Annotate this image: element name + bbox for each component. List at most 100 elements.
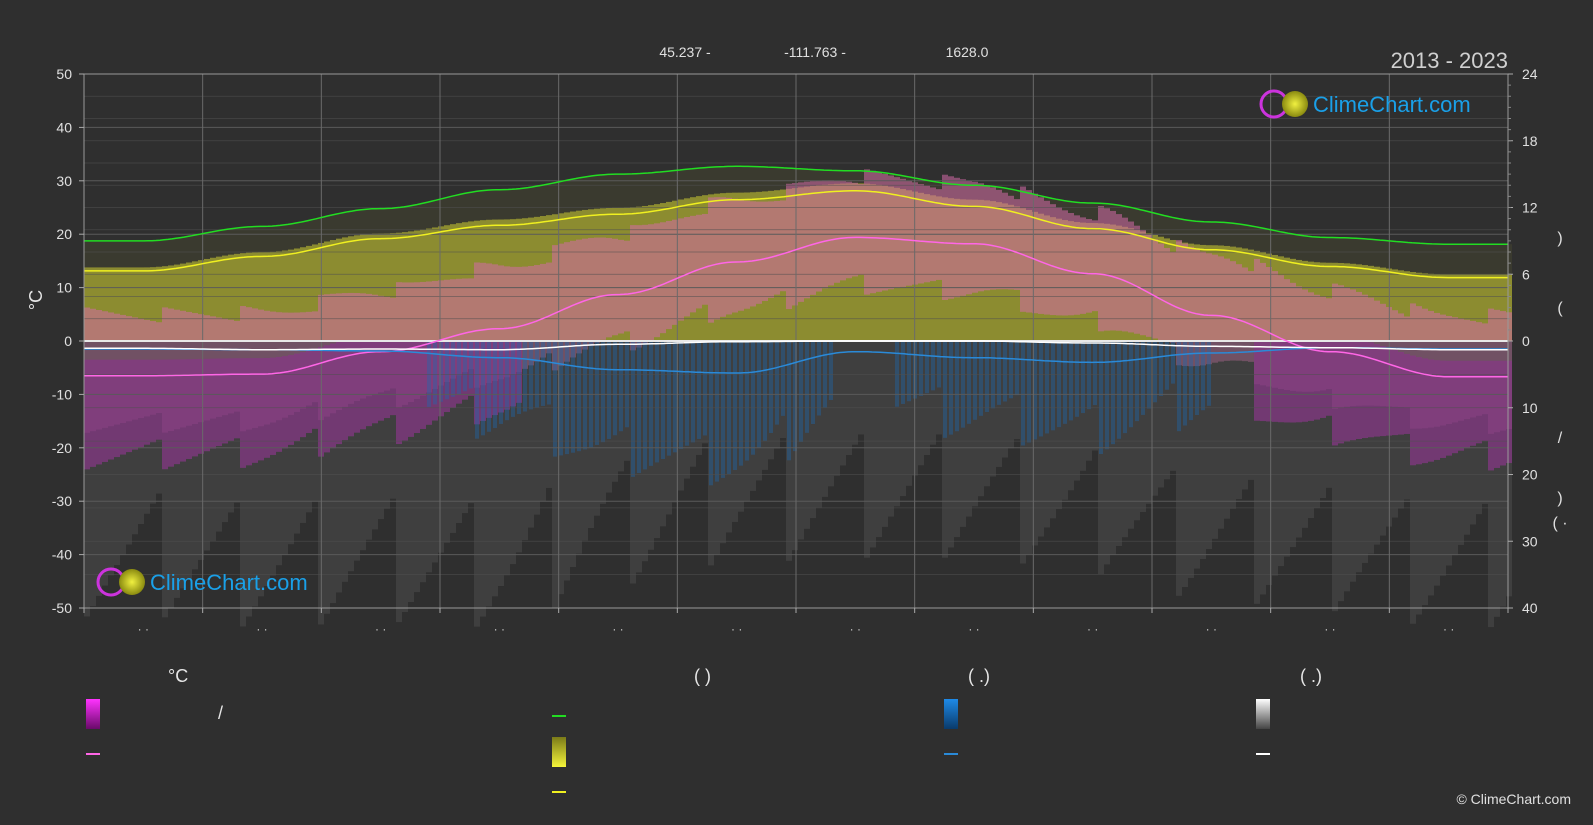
snow-bar (954, 341, 960, 538)
low-temp-bar (252, 358, 258, 463)
period-label: 2013 - 2023 (1391, 48, 1508, 73)
sunshine-bar (342, 237, 348, 341)
sunshine-bar (222, 255, 228, 341)
low-temp-bar (396, 341, 402, 445)
sunshine-bar (180, 263, 186, 341)
temp-range-bar (1140, 230, 1146, 336)
snow-bar (1458, 341, 1464, 545)
low-temp-bar (1470, 360, 1476, 446)
temp-range-bar (750, 201, 756, 307)
low-temp-bar (84, 359, 90, 470)
low-temp-bar (342, 341, 348, 441)
snow-bar (162, 341, 168, 618)
snow-bar (870, 341, 876, 548)
snow-bar (900, 341, 906, 497)
sunshine-bar (162, 266, 168, 341)
low-temp-bar (1452, 360, 1458, 454)
snow-bar (996, 341, 1002, 467)
precip-bar (631, 341, 635, 477)
low-temp-bar (1284, 341, 1290, 423)
low-temp-bar (1266, 341, 1272, 422)
temp-range-bar (1086, 219, 1092, 313)
temp-range-bar (516, 266, 522, 373)
snow-bar (708, 341, 714, 566)
sunshine-bar (306, 245, 312, 341)
low-temp-bar (294, 353, 300, 442)
temp-range-bar (1200, 251, 1206, 366)
precip-bar (1075, 341, 1079, 417)
precip-bar (805, 341, 809, 433)
snow-bar (972, 341, 978, 507)
snow-bar (744, 341, 750, 502)
precip-bar (619, 341, 623, 432)
snow-bar (846, 341, 852, 456)
sunshine-bar (240, 253, 246, 341)
temp-range-bar (1296, 286, 1302, 392)
snow-bar (1302, 341, 1308, 528)
temp-range-bar (588, 237, 594, 346)
temp-range-bar (426, 281, 432, 393)
low-temp-bar (426, 341, 432, 425)
precip-bar (703, 341, 707, 436)
sunshine-bar (324, 241, 330, 341)
low-temp-bar (372, 341, 378, 424)
snow-bar (1152, 341, 1158, 496)
copyright: © ClimeChart.com (1456, 791, 1571, 807)
low-temp-bar (438, 341, 444, 417)
temp-range-bar (726, 197, 732, 315)
temp-range-bar (462, 278, 468, 373)
precipitation-line (84, 346, 1508, 374)
low-temp-bar (276, 356, 282, 452)
precip-bar (733, 341, 737, 470)
low-temp-bar (162, 359, 168, 470)
snow-bar (1356, 341, 1362, 573)
snow-bar (726, 341, 732, 533)
temp-range-bar (468, 278, 474, 370)
low-temp-bar (114, 359, 120, 458)
temp-range-bar (732, 198, 738, 313)
temp-range-bar (948, 176, 954, 299)
snow-bar (1248, 341, 1254, 480)
snow-bar (1056, 341, 1062, 510)
snow-bar (1182, 341, 1188, 588)
snow-bar (372, 341, 378, 530)
snow-bar (564, 341, 570, 581)
temp-range-bar (1224, 258, 1230, 361)
snow-bar (1434, 341, 1440, 586)
snow-bar (1488, 341, 1494, 628)
precip-bar (607, 341, 611, 439)
precip-bar (979, 341, 983, 416)
elevation-label: 1628.0 (946, 44, 989, 60)
temp-range-bar (552, 245, 558, 371)
sunshine-bar (1500, 274, 1506, 341)
low-temp-bar (1458, 360, 1464, 451)
low-temp-bar (96, 359, 102, 465)
temp-range-bar (756, 201, 762, 304)
temp-range-bar (792, 183, 798, 306)
low-temp-bar (1422, 358, 1428, 464)
temp-range-bar (690, 215, 696, 313)
precip-bar (739, 341, 743, 466)
snow-bar (768, 341, 774, 460)
snow-bar (186, 341, 192, 579)
snow-bar (1260, 341, 1266, 595)
temp-range-bar (870, 170, 876, 294)
snow-bar (1374, 341, 1380, 545)
sunshine-bar (1428, 273, 1434, 341)
y3-tick-label: 30 (1522, 533, 1538, 549)
low-temp-bar (234, 358, 240, 439)
precip-bar (709, 341, 713, 486)
snow-bar (1098, 341, 1104, 575)
snow-bar (132, 341, 138, 535)
precip-bar (655, 341, 659, 463)
precip-bar (751, 341, 755, 455)
snow-bar (1494, 341, 1500, 617)
temp-range-bar (1260, 262, 1266, 386)
precip-bar (445, 341, 449, 400)
low-temp-bar (384, 341, 390, 419)
temp-range-bar (708, 197, 714, 323)
precip-bar (1153, 341, 1157, 403)
low-temp-bar (1338, 341, 1344, 444)
y-axis-title: °C (26, 290, 46, 310)
precip-bar (1165, 341, 1169, 390)
